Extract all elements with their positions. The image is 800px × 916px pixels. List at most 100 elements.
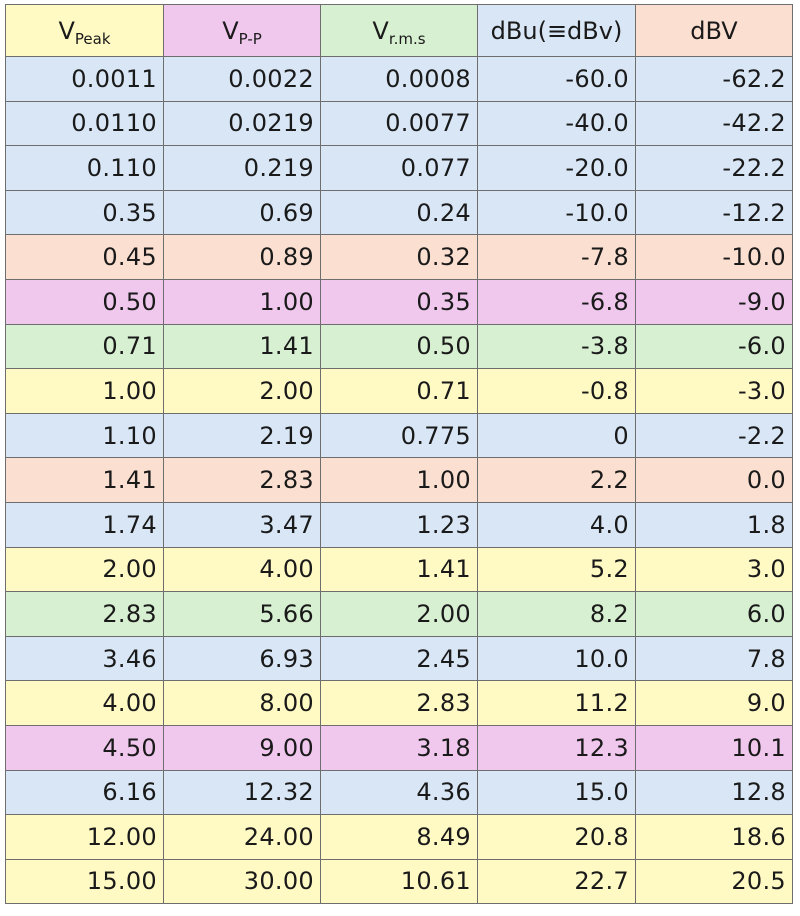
v-peak-cell: 0.45 xyxy=(5,234,164,280)
table-row: 0.50 1.00 0.35 -6.8 -9.0 xyxy=(5,278,793,325)
v-peak-cell: 2.00 xyxy=(5,546,164,593)
table-row: 0.0011 0.0022 0.0008 -60.0 -62.2 xyxy=(5,56,793,102)
v-p-p-cell: 3.47 xyxy=(163,501,321,548)
v-rms-cell: 4.36 xyxy=(320,769,478,816)
v-p-p-cell: 5.66 xyxy=(163,591,321,637)
v-rms-cell: 0.71 xyxy=(320,368,478,414)
v-peak-cell: 1.74 xyxy=(5,501,164,548)
dbu-cell: 8.2 xyxy=(477,591,636,637)
v-rms-cell: 3.18 xyxy=(320,724,478,771)
table-row: 0.110 0.219 0.077 -20.0 -22.2 xyxy=(5,145,793,191)
header-label: dBV xyxy=(690,16,738,45)
dbv-cell: -42.2 xyxy=(635,100,793,147)
v-rms-cell: 2.83 xyxy=(320,680,478,726)
v-rms-cell: 0.35 xyxy=(320,278,478,325)
v-rms-cell: 2.00 xyxy=(320,591,478,637)
header-label: dBu(≡dBv) xyxy=(490,16,623,45)
table-row: 0.45 0.89 0.32 -7.8 -10.0 xyxy=(5,234,793,280)
dbu-cell: 0 xyxy=(477,412,636,459)
dbu-cell: 10.0 xyxy=(477,635,636,682)
v-p-p-cell: 2.19 xyxy=(163,412,321,459)
header-v-p-p: VP-P xyxy=(163,4,321,57)
dbv-cell: 3.0 xyxy=(635,546,793,593)
dbu-cell: 2.2 xyxy=(477,457,636,503)
v-peak-cell: 12.00 xyxy=(5,814,164,860)
voltage-level-conversion-table: VPeak VP-P Vr.m.s dBu(≡dBv) dBV 0.0011 0.0022… xyxy=(5,4,793,905)
v-rms-cell: 0.775 xyxy=(320,412,478,459)
v-p-p-cell: 0.0219 xyxy=(163,100,321,147)
v-rms-cell: 1.00 xyxy=(320,457,478,503)
dbu-cell: -40.0 xyxy=(477,100,636,147)
header-label: V xyxy=(372,16,389,45)
header-dbv: dBV xyxy=(635,4,793,57)
header-v-peak: VPeak xyxy=(5,4,164,57)
dbv-cell: -6.0 xyxy=(635,323,793,370)
table-row: 2.83 5.66 2.00 8.2 6.0 xyxy=(5,591,793,637)
dbv-cell: 9.0 xyxy=(635,680,793,726)
dbu-cell: -0.8 xyxy=(477,368,636,414)
table-row: 3.46 6.93 2.45 10.0 7.8 xyxy=(5,635,793,682)
table-row: 1.10 2.19 0.775 0 -2.2 xyxy=(5,412,793,459)
v-peak-cell: 4.50 xyxy=(5,724,164,771)
header-subscript: Peak xyxy=(74,29,111,48)
dbu-cell: 12.3 xyxy=(477,724,636,771)
header-row: VPeak VP-P Vr.m.s dBu(≡dBv) dBV xyxy=(5,4,793,57)
table-header: VPeak VP-P Vr.m.s dBu(≡dBv) dBV xyxy=(5,4,793,57)
v-p-p-cell: 6.93 xyxy=(163,635,321,682)
dbu-cell: 5.2 xyxy=(477,546,636,593)
v-p-p-cell: 0.69 xyxy=(163,189,321,236)
table-row: 0.35 0.69 0.24 -10.0 -12.2 xyxy=(5,189,793,236)
v-peak-cell: 15.00 xyxy=(5,858,164,905)
dbu-cell: 15.0 xyxy=(477,769,636,816)
header-label: V xyxy=(58,16,75,45)
v-rms-cell: 0.0077 xyxy=(320,100,478,147)
dbu-cell: -10.0 xyxy=(477,189,636,236)
v-p-p-cell: 9.00 xyxy=(163,724,321,771)
v-peak-cell: 0.50 xyxy=(5,278,164,325)
v-p-p-cell: 24.00 xyxy=(163,814,321,860)
v-p-p-cell: 0.0022 xyxy=(163,56,321,102)
dbv-cell: -22.2 xyxy=(635,145,793,191)
v-rms-cell: 0.0008 xyxy=(320,56,478,102)
v-peak-cell: 0.35 xyxy=(5,189,164,236)
header-subscript: r.m.s xyxy=(388,29,426,48)
v-p-p-cell: 8.00 xyxy=(163,680,321,726)
dbv-cell: -12.2 xyxy=(635,189,793,236)
v-rms-cell: 0.50 xyxy=(320,323,478,370)
dbv-cell: -62.2 xyxy=(635,56,793,102)
v-p-p-cell: 4.00 xyxy=(163,546,321,593)
dbv-cell: -2.2 xyxy=(635,412,793,459)
table-row: 4.50 9.00 3.18 12.3 10.1 xyxy=(5,724,793,771)
v-rms-cell: 0.077 xyxy=(320,145,478,191)
v-peak-cell: 2.83 xyxy=(5,591,164,637)
v-peak-cell: 1.10 xyxy=(5,412,164,459)
v-p-p-cell: 1.41 xyxy=(163,323,321,370)
dbu-cell: -3.8 xyxy=(477,323,636,370)
v-rms-cell: 8.49 xyxy=(320,814,478,860)
dbv-cell: 12.8 xyxy=(635,769,793,816)
dbu-cell: -6.8 xyxy=(477,278,636,325)
table-row: 2.00 4.00 1.41 5.2 3.0 xyxy=(5,546,793,593)
header-label: V xyxy=(222,16,239,45)
v-p-p-cell: 12.32 xyxy=(163,769,321,816)
table-row: 0.0110 0.0219 0.0077 -40.0 -42.2 xyxy=(5,100,793,147)
table-row: 15.00 30.00 10.61 22.7 20.5 xyxy=(5,858,793,905)
dbv-cell: 7.8 xyxy=(635,635,793,682)
header-v-rms: Vr.m.s xyxy=(320,4,478,57)
dbu-cell: -60.0 xyxy=(477,56,636,102)
table-row: 1.00 2.00 0.71 -0.8 -3.0 xyxy=(5,368,793,414)
dbv-cell: 1.8 xyxy=(635,501,793,548)
header-subscript: P-P xyxy=(238,29,262,48)
dbv-cell: -9.0 xyxy=(635,278,793,325)
dbu-cell: -20.0 xyxy=(477,145,636,191)
dbv-cell: -3.0 xyxy=(635,368,793,414)
v-p-p-cell: 0.219 xyxy=(163,145,321,191)
v-rms-cell: 0.24 xyxy=(320,189,478,236)
dbu-cell: 4.0 xyxy=(477,501,636,548)
v-p-p-cell: 2.00 xyxy=(163,368,321,414)
v-peak-cell: 0.0011 xyxy=(5,56,164,102)
v-rms-cell: 0.32 xyxy=(320,234,478,280)
dbu-cell: 11.2 xyxy=(477,680,636,726)
v-peak-cell: 4.00 xyxy=(5,680,164,726)
v-peak-cell: 1.00 xyxy=(5,368,164,414)
